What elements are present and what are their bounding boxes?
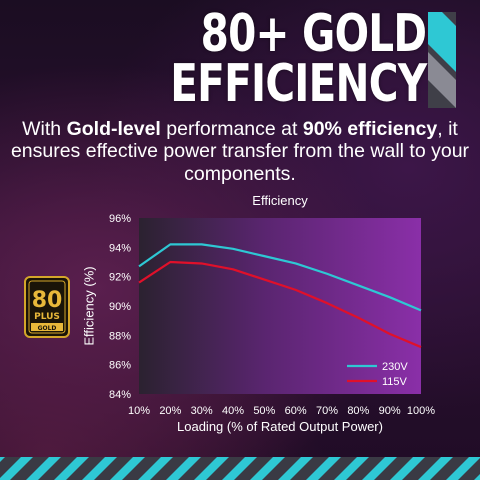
legend-label: 115V (382, 376, 408, 388)
x-tick-label: 80% (347, 405, 369, 417)
badge-80-text: 80 (32, 288, 63, 313)
x-tick-label: 100% (407, 405, 435, 417)
brand-stripe-bar (428, 12, 456, 108)
x-tick-label: 60% (285, 405, 307, 417)
y-tick-label: 90% (109, 301, 131, 313)
y-tick-label: 88% (109, 330, 131, 342)
plot-area (139, 218, 421, 394)
x-tick-label: 30% (191, 405, 213, 417)
badge-gold-text: GOLD (38, 325, 57, 332)
x-tick-label: 20% (159, 405, 181, 417)
x-axis-label: Loading (% of Rated Output Power) (177, 419, 383, 434)
badge-plus-text: PLUS (34, 312, 60, 322)
x-tick-label: 10% (128, 405, 150, 417)
y-tick-label: 92% (109, 272, 131, 284)
subtitle: With Gold-level performance at 90% effic… (10, 118, 470, 185)
y-tick-label: 94% (109, 242, 131, 254)
headline-line-2: EFFICIENCY (169, 54, 427, 114)
series-line-230v (138, 243, 422, 312)
x-tick-label: 90% (379, 405, 401, 417)
x-tick-label: 40% (222, 405, 244, 417)
series-line-115v (138, 260, 422, 349)
headline-line-1: 80+ GOLD (200, 4, 426, 64)
y-tick-label: 96% (109, 213, 131, 225)
80-plus-gold-badge: 80 PLUS GOLD (24, 276, 70, 338)
x-tick-label: 70% (316, 405, 338, 417)
y-tick-label: 84% (109, 389, 131, 401)
chart-title: Efficiency (252, 193, 308, 208)
bottom-stripe-band (0, 457, 480, 480)
x-tick-label: 50% (253, 405, 275, 417)
legend-label: 230V (382, 361, 408, 373)
y-tick-label: 86% (109, 360, 131, 372)
